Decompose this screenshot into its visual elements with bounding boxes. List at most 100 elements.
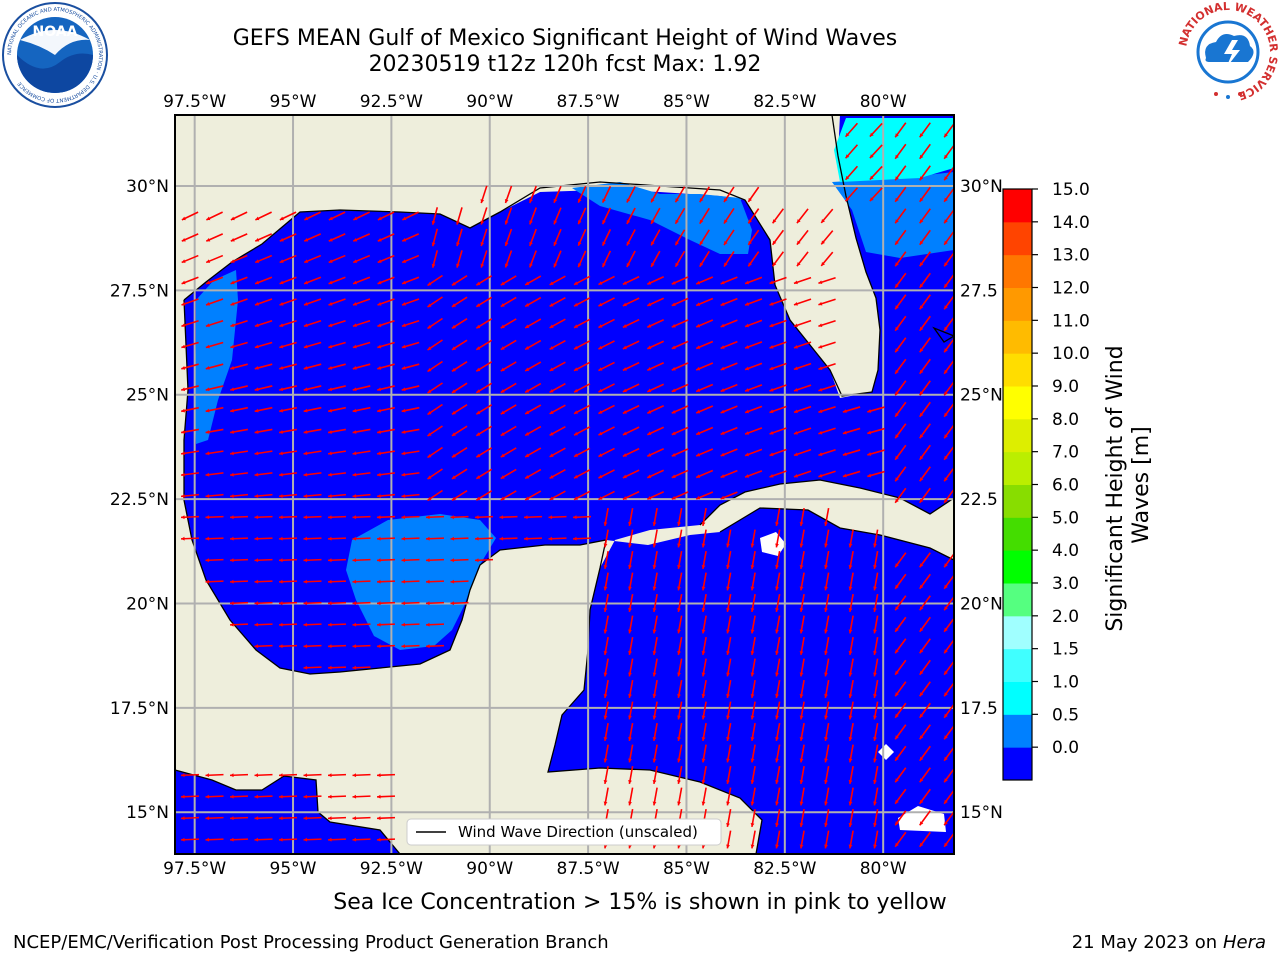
wave-arrow-87 <box>796 229 809 246</box>
wave-arrow-232 <box>671 340 689 350</box>
wave-arrow-172 <box>671 297 689 307</box>
wave-arrow-722 <box>603 766 609 784</box>
wave-arrow-230 <box>622 340 640 350</box>
wave-arrow-660 <box>775 680 781 698</box>
wave-arrow-407 <box>401 472 420 477</box>
wave-arrow-287 <box>549 382 566 394</box>
wave-arrow-410 <box>475 468 493 480</box>
noaa-logo: NOAA NATIONAL OCEANIC AND ATMOSPHERIC AD… <box>2 2 108 108</box>
wave-arrow-183 <box>205 319 224 328</box>
wave-arrow-694 <box>873 723 879 741</box>
wave-arrow-41 <box>402 211 419 221</box>
wave-arrow-565 <box>278 601 298 606</box>
lat-tick-right-4: 20°N <box>960 594 1003 614</box>
wave-arrow-275 <box>254 385 273 392</box>
wave-arrow-620 <box>603 637 609 655</box>
wave-arrow-804 <box>848 830 854 849</box>
wave-arrow-494 <box>499 536 518 541</box>
wave-arrow-464 <box>376 515 396 520</box>
wave-arrow-553 <box>726 572 732 591</box>
run-date: 21 May 2023 on Hera <box>1072 932 1266 953</box>
lat-tick-left-2: 25°N <box>126 386 169 406</box>
wave-arrow-293 <box>695 383 714 393</box>
wave-arrow-557 <box>824 572 830 591</box>
wave-arrow-701 <box>677 744 683 763</box>
lat-tick-right-5: 17.5 <box>960 699 998 719</box>
wave-arrow-69 <box>352 233 371 242</box>
wave-arrow-193 <box>451 317 468 330</box>
wave-arrow-49 <box>601 207 612 225</box>
legend-label: Wind Wave Direction (unscaled) <box>458 823 698 841</box>
wave-arrow-803 <box>824 830 830 849</box>
wave-arrow-224 <box>475 339 493 351</box>
wave-arrow-719 <box>327 773 347 778</box>
wave-arrow-35 <box>255 211 272 221</box>
wave-arrow-483 <box>229 536 249 541</box>
wave-arrow-443 <box>500 490 517 501</box>
wave-arrow-487 <box>327 536 347 541</box>
wave-arrow-755 <box>824 787 830 806</box>
wave-arrow-162 <box>427 296 443 308</box>
wave-arrow-535 <box>919 552 931 568</box>
wave-arrow-775 <box>726 809 732 827</box>
wave-arrow-298 <box>818 384 836 392</box>
wave-arrow-392 <box>818 449 836 456</box>
wave-arrow-561 <box>919 573 931 590</box>
water-mid <box>194 172 954 650</box>
wave-arrow-503 <box>726 529 732 548</box>
wave-arrow-216 <box>279 341 297 349</box>
wave-arrow-339 <box>303 428 322 434</box>
wave-arrow-666 <box>919 681 931 697</box>
wave-arrow-509 <box>873 529 879 548</box>
wave-arrow-294 <box>720 383 738 393</box>
wave-arrow-145 <box>744 276 763 285</box>
wave-arrow-639 <box>628 658 634 677</box>
wave-arrow-354 <box>671 426 689 436</box>
wave-arrow-435 <box>303 493 322 498</box>
wave-arrow-543 <box>352 579 371 584</box>
wave-arrow-73 <box>456 228 463 247</box>
wave-arrow-174 <box>720 297 738 307</box>
wave-arrow-277 <box>303 385 322 392</box>
colorbar-tick-17: 0.0 <box>1052 738 1079 758</box>
wave-arrow-498 <box>603 529 609 548</box>
wave-arrow-588 <box>229 622 249 627</box>
wave-arrow-668 <box>603 701 609 720</box>
wave-arrow-674 <box>750 701 756 720</box>
wave-arrow-95 <box>254 254 273 264</box>
wave-arrow-154 <box>230 298 248 306</box>
wave-arrow-423 <box>793 470 812 478</box>
wave-arrow-361 <box>842 427 861 435</box>
wave-arrow-394 <box>867 449 885 456</box>
wave-arrow-416 <box>622 469 640 479</box>
wave-arrow-344 <box>427 425 443 437</box>
wave-arrow-324 <box>720 405 738 414</box>
wave-arrow-532 <box>848 551 854 569</box>
wave-arrow-718 <box>303 773 322 778</box>
wave-arrow-715 <box>229 773 249 778</box>
wave-arrow-223 <box>451 339 468 351</box>
wave-arrow-167 <box>549 296 566 308</box>
wave-arrow-47 <box>553 207 562 225</box>
wave-arrow-314 <box>475 404 493 415</box>
wave-arrow-186 <box>279 319 297 328</box>
wave-arrow-252 <box>427 360 443 373</box>
wave-arrow-754 <box>799 787 805 806</box>
wave-arrow-129 <box>352 276 371 285</box>
wave-arrow-88 <box>820 230 834 245</box>
wave-arrow-439 <box>401 493 420 498</box>
wave-arrow-454 <box>919 487 931 504</box>
wave-arrow-528 <box>750 551 756 569</box>
lon-tick-bottom-1: 95°W <box>270 859 317 879</box>
wave-arrow-477 <box>701 508 707 526</box>
wave-arrow-780 <box>848 809 854 827</box>
wave-arrow-52 <box>674 207 686 225</box>
wave-arrow-523 <box>628 551 634 569</box>
colorbar-label: Significant Height of Wind Waves [m] <box>1103 338 1154 631</box>
wave-arrow-793 <box>376 837 396 842</box>
colorbar-tick-15: 1.0 <box>1052 673 1079 693</box>
wave-arrow-405 <box>352 472 371 477</box>
wave-arrow-244 <box>230 363 248 370</box>
wave-arrow-438 <box>376 493 396 498</box>
